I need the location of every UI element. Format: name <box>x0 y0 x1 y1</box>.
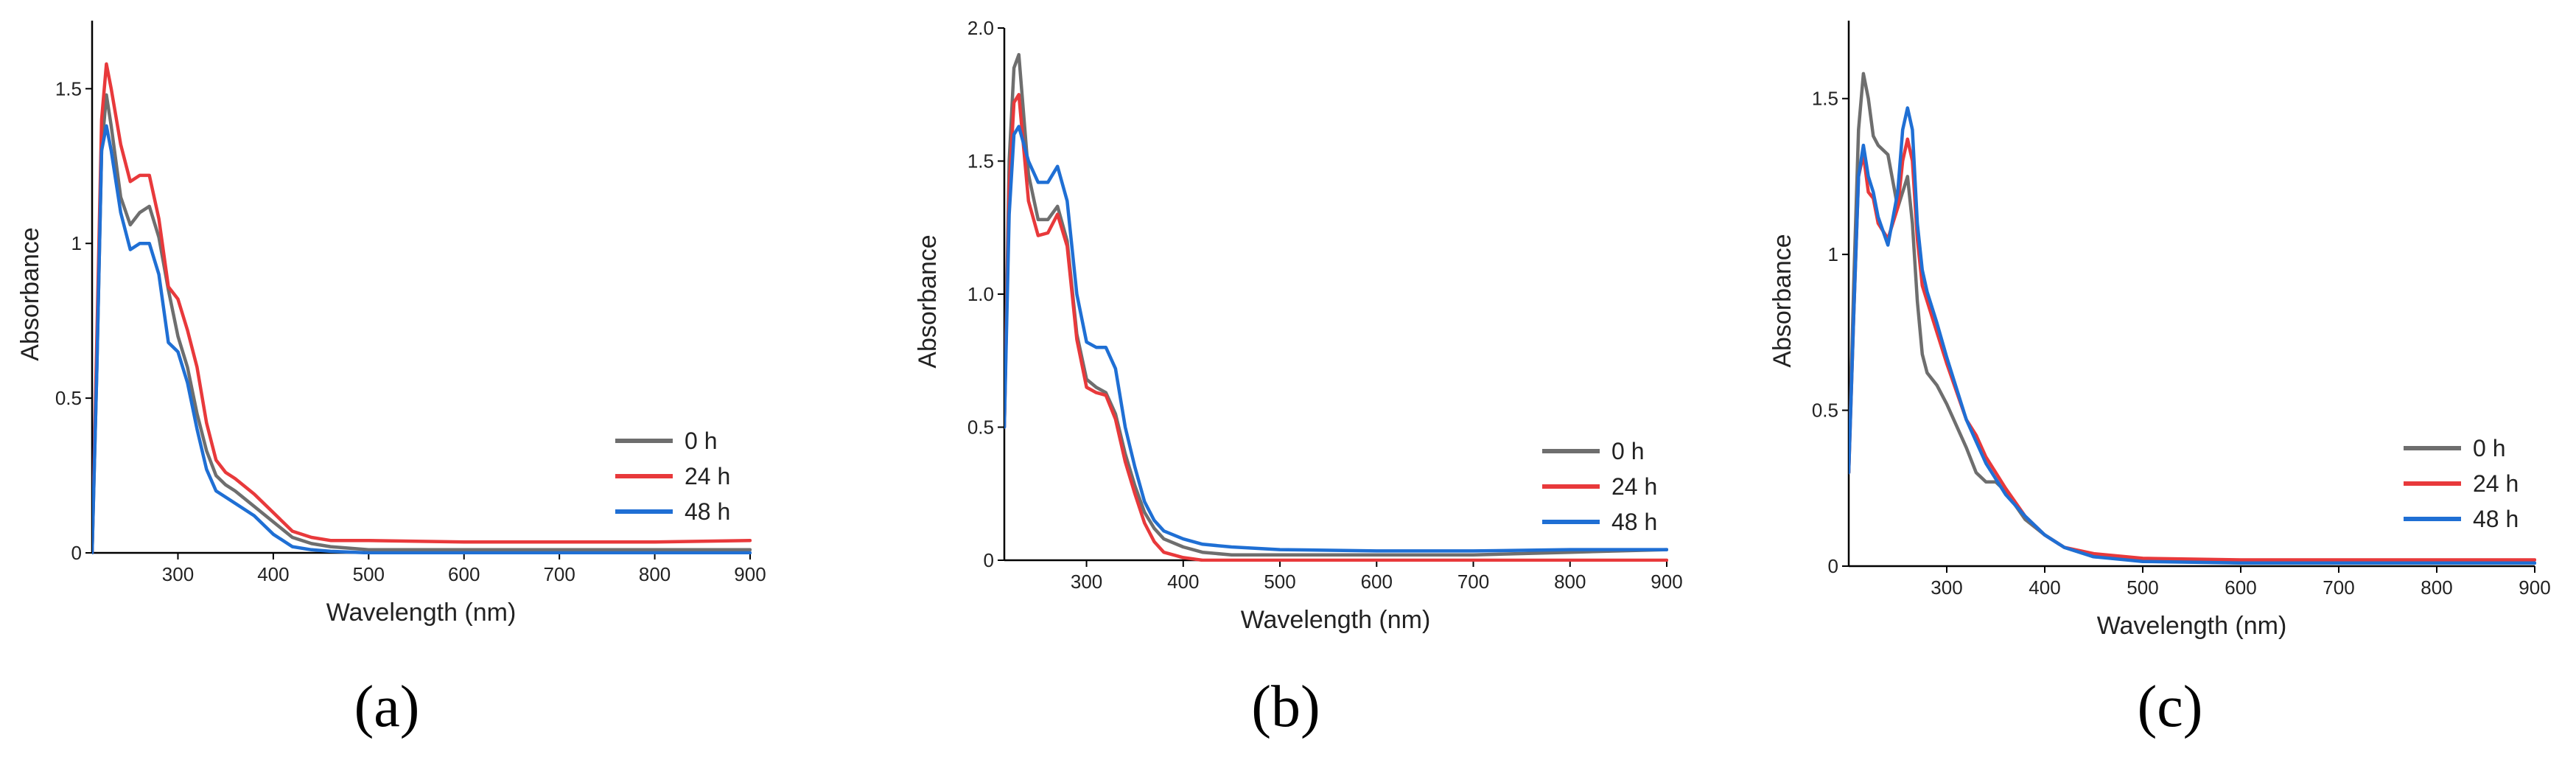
x-tick-label: 300 <box>1071 571 1102 593</box>
x-tick-label: 400 <box>2029 576 2060 599</box>
chart-panel-1: 300 400 500 600 700 800 900 0 0.5 1 1.5 Wavelength … <box>16 21 766 739</box>
y-tick-label: 0 <box>71 542 82 564</box>
y-tick-label: 0 <box>1828 555 1838 577</box>
y-tick-label: 1.5 <box>967 150 994 172</box>
legend-label: 48 h <box>2473 506 2519 532</box>
x-axis-title: Wavelength (nm) <box>1241 606 1431 634</box>
x-axis-title: Wavelength (nm) <box>326 599 517 627</box>
series-line-48h <box>1849 106 2536 565</box>
x-tick-label: 300 <box>162 563 194 585</box>
y-axis-title: Absorbance <box>1768 234 1796 367</box>
series-line-24h <box>92 62 752 554</box>
x-tick-label: 400 <box>1167 571 1199 593</box>
y-tick-label: 2.0 <box>967 17 994 39</box>
y-axis-title: Absorbance <box>914 234 942 368</box>
x-tick-label: 500 <box>2127 576 2158 599</box>
y-tick-label: 0.5 <box>967 416 994 439</box>
y-tick-label: 1 <box>71 232 82 254</box>
series-line-48h <box>92 124 752 554</box>
x-tick-label: 900 <box>734 563 766 585</box>
series-line-24h <box>1004 93 1668 562</box>
x-tick-label: 300 <box>1931 576 1962 599</box>
x-axis-title: Wavelength (nm) <box>2097 612 2287 640</box>
panel-label: (a) <box>354 674 420 739</box>
y-tick-label: 0.5 <box>55 387 82 409</box>
y-tick-label: 0.5 <box>1812 400 1838 422</box>
chart-panel-2: 300 400 500 600 700 800 900 0 0.5 1.0 1.5 2.0 Wavele… <box>914 17 1683 739</box>
panel-label: (b) <box>1251 674 1320 739</box>
legend-label: 48 h <box>685 498 730 525</box>
legend: 0 h 24 h 48 h <box>1542 438 1657 535</box>
legend-label: 48 h <box>1611 509 1657 535</box>
series-line-0h <box>1849 72 2536 565</box>
legend-label: 0 h <box>1611 438 1644 464</box>
legend-label: 0 h <box>2473 435 2505 461</box>
y-tick-label: 1.5 <box>55 77 82 100</box>
chart-panel-3: 300 400 500 600 700 800 900 0 0.5 1 1.5 Wavelength … <box>1768 21 2551 739</box>
x-tick-label: 600 <box>448 563 480 585</box>
x-tick-label: 500 <box>1264 571 1295 593</box>
y-axis-title: Absorbance <box>16 227 44 360</box>
y-tick-label: 1.0 <box>967 283 994 305</box>
series-line-0h <box>1004 52 1668 557</box>
legend: 0 h 24 h 48 h <box>2404 435 2519 532</box>
legend-label: 24 h <box>685 463 730 489</box>
y-tick-label: 1 <box>1828 243 1838 265</box>
legend-label: 0 h <box>685 428 717 454</box>
x-tick-label: 800 <box>639 563 671 585</box>
panel-label: (c) <box>2138 674 2203 739</box>
series-line-24h <box>1849 137 2536 562</box>
legend-label: 24 h <box>1611 473 1657 500</box>
x-tick-label: 800 <box>1554 571 1586 593</box>
legend-label: 24 h <box>2473 470 2519 497</box>
x-tick-label: 900 <box>2519 576 2550 599</box>
x-tick-label: 800 <box>2421 576 2452 599</box>
x-tick-label: 700 <box>2323 576 2354 599</box>
series-line-48h <box>1004 125 1668 553</box>
x-tick-label: 500 <box>353 563 385 585</box>
y-tick-label: 1.5 <box>1812 88 1838 110</box>
x-tick-label: 700 <box>1457 571 1489 593</box>
x-tick-label: 600 <box>1361 571 1393 593</box>
series-line-0h <box>92 93 752 554</box>
x-tick-label: 400 <box>257 563 289 585</box>
y-tick-label: 0 <box>984 549 994 571</box>
x-tick-label: 900 <box>1651 571 1682 593</box>
x-tick-label: 600 <box>2225 576 2256 599</box>
legend: 0 h 24 h 48 h <box>615 428 730 525</box>
x-tick-label: 700 <box>543 563 575 585</box>
